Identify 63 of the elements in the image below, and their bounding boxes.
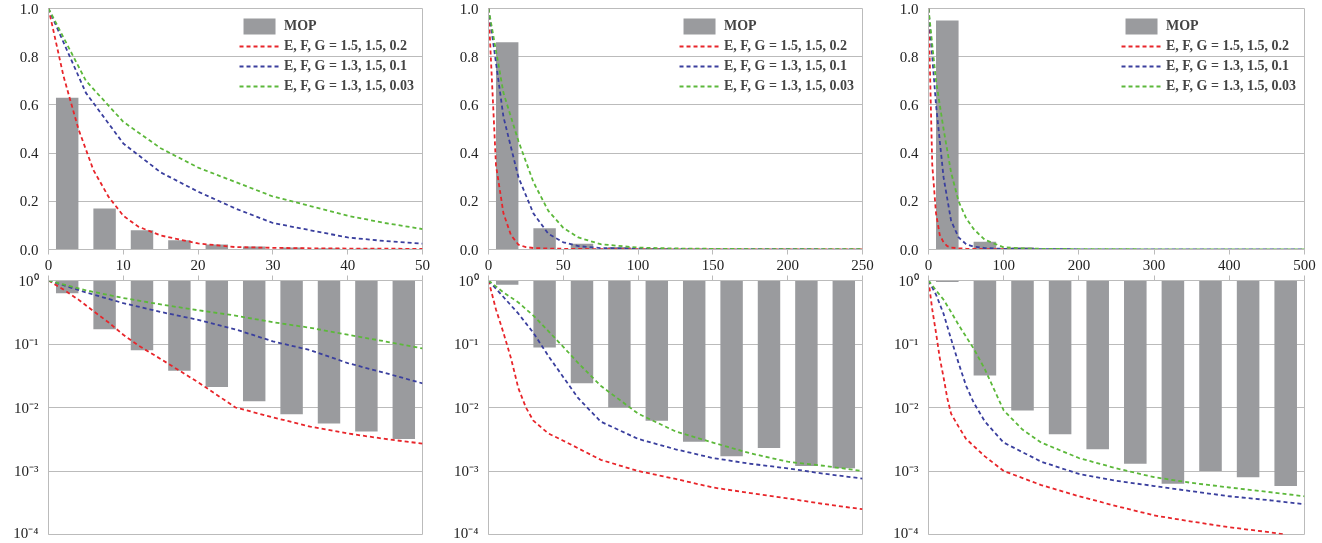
y-tick-label: 10⁻³: [454, 463, 479, 479]
y-tick-label: 10⁻¹: [14, 336, 39, 352]
y-tick-label: 0.0: [899, 241, 919, 258]
y-tick-label: 0.6: [19, 96, 39, 113]
x-tick-label: 30: [265, 256, 281, 273]
y-tick-label: 0.4: [19, 145, 39, 162]
x-tick-label: 40: [340, 256, 356, 273]
legend-label: E, F, G = 1.3, 1.5, 0.1: [284, 57, 407, 75]
x-tick-label: 100: [626, 256, 650, 273]
x-tick-label: 250: [851, 256, 874, 273]
y-tick-label: 10⁰: [18, 272, 39, 289]
y-tick-label: 0.8: [19, 48, 39, 65]
y-tick-label: 0.2: [899, 193, 919, 210]
y-tick-label: 0.4: [899, 145, 919, 162]
y-tick-label: 10⁻¹: [454, 336, 479, 352]
legend-label: E, F, G = 1.5, 1.5, 0.2: [284, 37, 407, 55]
x-tick-label: 150: [701, 256, 725, 273]
x-tick-label: 300: [1142, 256, 1166, 273]
legend-label: E, F, G = 1.3, 1.5, 0.1: [724, 57, 847, 75]
y-tick-label: 0.0: [459, 241, 479, 258]
y-tick-label: 10⁻⁴: [453, 524, 479, 541]
legend-label: MOP: [1166, 17, 1199, 35]
y-tick-label: 1.0: [459, 0, 479, 17]
y-tick-label: 10⁻³: [14, 463, 39, 479]
y-tick-label: 0.4: [459, 145, 479, 162]
y-tick-label: 10⁰: [898, 272, 919, 289]
x-tick-label: 0: [924, 256, 933, 273]
legend-label: E, F, G = 1.5, 1.5, 0.2: [724, 37, 847, 55]
x-tick-label: 0: [484, 256, 493, 273]
y-tick-label: 10⁻⁴: [893, 524, 919, 541]
y-tick-label: 1.0: [19, 0, 39, 17]
y-tick-label: 0.0: [19, 241, 39, 258]
x-tick-label: 50: [555, 256, 571, 273]
x-tick-label: 0: [44, 256, 53, 273]
y-tick-label: 10⁻³: [894, 463, 919, 479]
y-tick-label: 1.0: [899, 0, 919, 17]
x-tick-label: 20: [190, 256, 206, 273]
y-tick-label: 10⁻¹: [894, 336, 919, 352]
y-tick-label: 0.8: [459, 48, 479, 65]
y-tick-label: 0.2: [459, 193, 479, 210]
x-tick-label: 10: [115, 256, 131, 273]
legend-label: E, F, G = 1.5, 1.5, 0.2: [1166, 37, 1289, 55]
x-tick-label: 50: [415, 256, 430, 273]
legend-label: E, F, G = 1.3, 1.5, 0.1: [1166, 57, 1289, 75]
y-tick-label: 10⁰: [458, 272, 479, 289]
x-tick-label: 200: [1067, 256, 1091, 273]
legend-label: E, F, G = 1.3, 1.5, 0.03: [724, 77, 854, 95]
y-tick-label: 10⁻²: [894, 399, 919, 416]
y-tick-label: 0.6: [459, 96, 479, 113]
x-tick-label: 500: [1293, 256, 1316, 273]
y-tick-label: 10⁻⁴: [13, 524, 39, 541]
legend-label: E, F, G = 1.3, 1.5, 0.03: [1166, 77, 1296, 95]
y-tick-label: 10⁻²: [14, 399, 39, 416]
x-tick-label: 400: [1218, 256, 1241, 273]
y-tick-label: 10⁻²: [454, 399, 479, 416]
y-tick-label: 0.6: [899, 96, 919, 113]
y-tick-label: 0.2: [19, 193, 39, 210]
x-tick-label: 100: [992, 256, 1015, 273]
legend-label: E, F, G = 1.3, 1.5, 0.03: [284, 77, 414, 95]
legend-label: MOP: [724, 17, 757, 35]
legend-label: MOP: [284, 17, 317, 35]
y-tick-label: 0.8: [899, 48, 919, 65]
x-tick-label: 200: [776, 256, 799, 273]
